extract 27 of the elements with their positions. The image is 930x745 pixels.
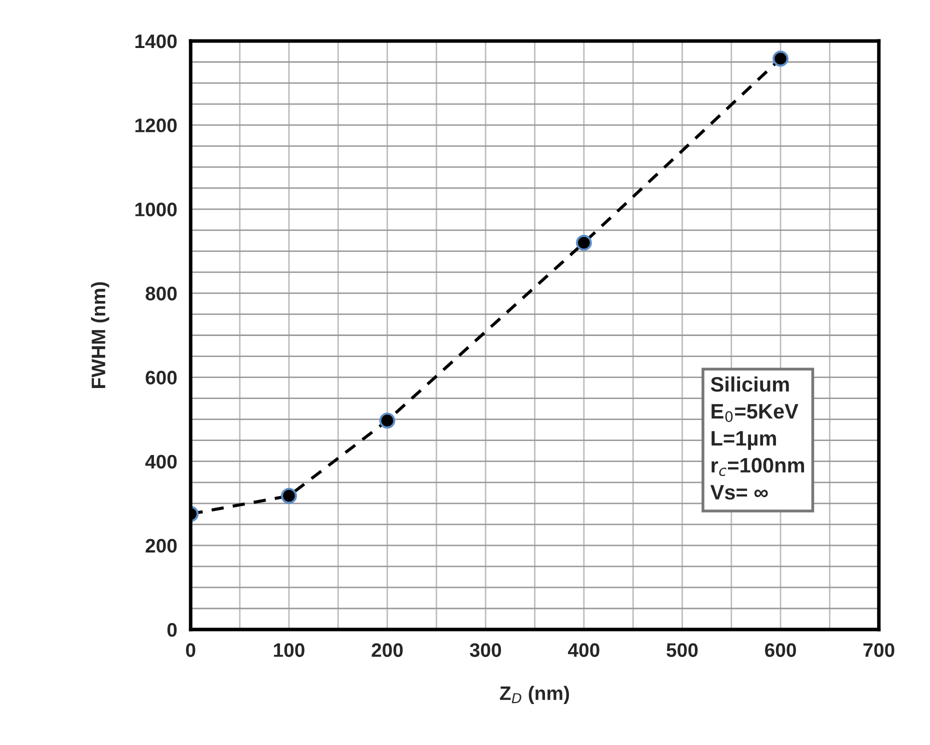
annotation: L=1µm xyxy=(712,431,776,450)
point xyxy=(379,412,396,429)
x-tick-label: 500 xyxy=(666,643,698,657)
y-tick-label: 600 xyxy=(146,370,177,385)
annotation: r$_{c}$=100nm xyxy=(712,458,804,476)
y-tick-label: 1200 xyxy=(135,118,177,132)
annotation: E$_{0}$=5KeV xyxy=(712,404,798,422)
y-tick-label: 1000 xyxy=(135,202,177,216)
x-tick-label: 700 xyxy=(863,643,894,657)
point xyxy=(280,488,297,504)
x-axis-title: Z$_{D}$ (nm) xyxy=(500,686,569,704)
x-tick-label: 600 xyxy=(765,643,796,657)
y-tick-label: 1400 xyxy=(135,34,177,48)
annotation: Vs= ∞ xyxy=(710,485,768,500)
x-tick-label: 100 xyxy=(274,643,304,657)
y-tick-label: 800 xyxy=(146,286,177,300)
point xyxy=(576,234,592,251)
y-tick-label: 200 xyxy=(146,538,177,553)
y-axis-title: FWHM (nm) xyxy=(91,282,110,388)
y-tick-label: 400 xyxy=(145,454,177,469)
x-tick-label: 200 xyxy=(372,643,403,657)
x-tick-label: 300 xyxy=(470,643,502,658)
annotation: Silicium xyxy=(710,376,789,392)
y-tick-label: 0 xyxy=(167,622,177,637)
x-tick-label: 400 xyxy=(568,643,600,657)
point xyxy=(772,50,789,67)
x-tick-label: 0 xyxy=(186,643,196,657)
